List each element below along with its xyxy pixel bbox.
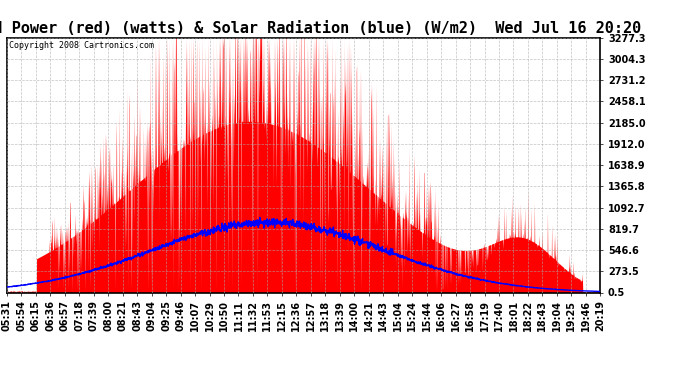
Text: Copyright 2008 Cartronics.com: Copyright 2008 Cartronics.com <box>9 41 154 50</box>
Title: Grid Power (red) (watts) & Solar Radiation (blue) (W/m2)  Wed Jul 16 20:20: Grid Power (red) (watts) & Solar Radiati… <box>0 21 641 36</box>
